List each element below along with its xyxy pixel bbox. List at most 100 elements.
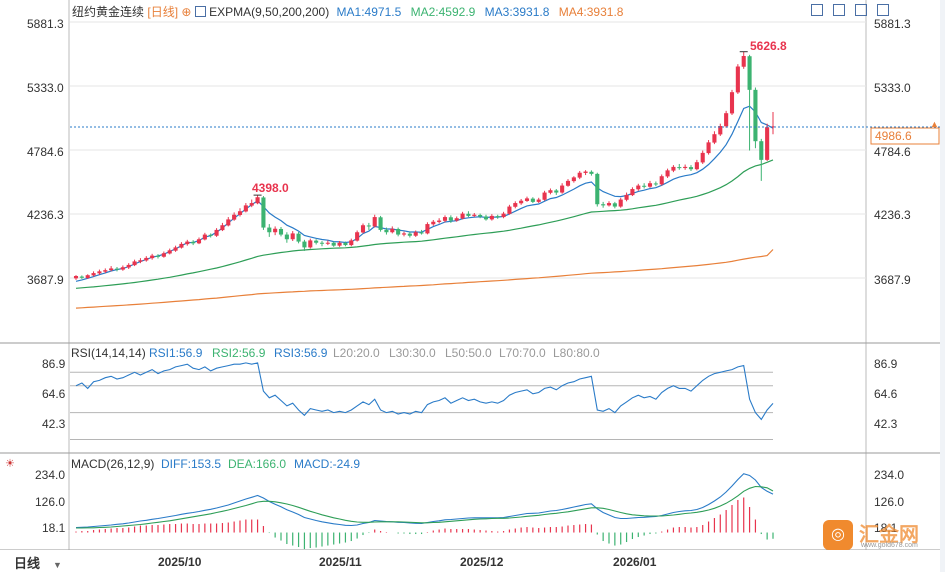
fit-icon[interactable] <box>855 4 867 16</box>
candle-body <box>466 213 471 216</box>
rsi-panel <box>70 362 774 441</box>
candle-body <box>325 242 330 244</box>
period-tag: [日线] <box>147 5 179 19</box>
candle-body <box>618 199 623 207</box>
candle-body <box>437 220 442 222</box>
candle-body <box>360 225 366 233</box>
macd-panel <box>75 473 774 550</box>
candle-body <box>554 190 559 193</box>
price-tick-left: 5333.0 <box>27 81 64 95</box>
candle-body <box>109 268 114 271</box>
period-dropdown-icon[interactable]: ▼ <box>53 560 62 570</box>
candle-body <box>284 234 289 240</box>
macd-settings-icon[interactable]: ☀ <box>5 458 15 470</box>
rsi-tick-right: 86.9 <box>874 357 898 371</box>
candle-body <box>214 229 219 236</box>
candle-body <box>700 152 705 163</box>
candle-body <box>565 180 571 186</box>
candle-body <box>636 185 641 190</box>
candle-body <box>642 185 647 187</box>
x-axis-strip <box>0 550 940 572</box>
candle-body <box>273 228 278 233</box>
candle-body <box>202 234 207 240</box>
rsi-level-30: L30:30.0 <box>389 346 436 360</box>
grid-lines <box>70 21 866 279</box>
expand-icon[interactable] <box>811 4 823 16</box>
candle-body <box>542 192 547 200</box>
candle-body <box>185 241 190 245</box>
candle-body <box>226 219 231 226</box>
candle-body <box>419 232 424 234</box>
chart-legend: 纽约黄金连续 [日线] ⊕ EXPMA(9,50,200,200) MA1:49… <box>72 5 623 20</box>
candle-body <box>103 270 108 272</box>
price-tick-right: 4784.6 <box>874 145 911 159</box>
rsi-tick-left: 86.9 <box>42 357 66 371</box>
candle-body <box>150 255 155 259</box>
candle-body <box>255 197 260 204</box>
candle-body <box>161 253 166 257</box>
candle-body <box>683 166 688 169</box>
macd-title: MACD(26,12,9) <box>71 457 154 471</box>
settings-icon[interactable] <box>877 4 889 16</box>
watermark-text: 汇金网 <box>859 524 919 546</box>
macd-value: MACD:-24.9 <box>294 457 360 471</box>
macd-tick-left: 18.1 <box>42 521 66 535</box>
right-scrollbar[interactable] <box>940 0 945 572</box>
instrument-name: 纽约黄金连续 <box>72 5 145 19</box>
candle-body <box>560 185 565 193</box>
candle-body <box>577 172 582 178</box>
candle-body <box>770 126 776 128</box>
rsi-level-20: L20:20.0 <box>333 346 380 360</box>
watermark-logo-icon: ◎ <box>823 520 853 550</box>
candle-body <box>519 200 524 204</box>
indicator-name[interactable]: EXPMA(9,50,200,200) <box>209 5 330 19</box>
candle-body <box>747 56 752 90</box>
candle-body <box>688 167 694 170</box>
indicator-icon[interactable] <box>194 6 206 17</box>
candle-body <box>530 198 535 202</box>
price-tick-right: 5333.0 <box>874 81 911 95</box>
candle-body <box>753 89 758 142</box>
candle-body <box>290 233 295 240</box>
candle-body <box>671 166 676 171</box>
x-tick-label: 2026/01 <box>613 555 657 569</box>
ma2-value: MA2:4592.9 <box>410 5 476 19</box>
ma-line-ma2 <box>75 159 774 289</box>
rsi-value-3: RSI3:56.9 <box>274 346 328 360</box>
candle-body <box>413 232 418 236</box>
candle-body <box>759 141 764 160</box>
candle-body <box>337 242 342 246</box>
candlesticks <box>73 51 776 280</box>
candle-body <box>173 247 178 251</box>
candle-body <box>331 242 336 246</box>
add-indicator-icon[interactable]: ⊕ <box>181 5 192 19</box>
candle-body <box>120 267 125 270</box>
current-price-box <box>870 127 940 145</box>
high-price-annotation: 5626.8 <box>750 39 787 53</box>
x-tick-label: 2025/11 <box>319 555 362 569</box>
candle-body <box>665 170 670 177</box>
candle-body <box>249 203 254 206</box>
candle-body <box>483 216 489 220</box>
macd-dea-line <box>76 485 774 529</box>
shrink-icon[interactable] <box>833 4 845 16</box>
candle-body <box>729 92 735 114</box>
candle-body <box>460 213 465 219</box>
candle-body <box>694 162 699 170</box>
candle-body <box>724 113 729 127</box>
rsi-line <box>75 362 774 421</box>
period-button[interactable]: 日线 <box>14 556 40 571</box>
candle-body <box>267 227 272 233</box>
candle-body <box>536 199 541 202</box>
ma3-value: MA3:3931.8 <box>484 5 550 19</box>
candle-body <box>601 204 606 206</box>
candle-body <box>396 228 401 235</box>
rsi-tick-left: 42.3 <box>42 417 66 431</box>
rsi-level-80: L80:80.0 <box>553 346 600 360</box>
candle-body <box>495 216 500 218</box>
candle-body <box>442 217 448 221</box>
candle-body <box>677 167 682 169</box>
candle-body <box>232 214 237 220</box>
